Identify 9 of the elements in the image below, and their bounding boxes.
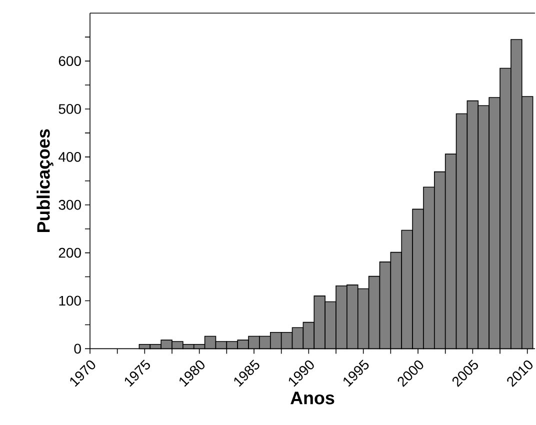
y-tick-label: 600 (58, 56, 81, 66)
y-tick-label: 0 (74, 344, 81, 354)
y-tick-label: 200 (58, 248, 81, 258)
y-tick-label: 100 (59, 296, 81, 306)
y-axis-title: Publicaçoes (36, 129, 54, 232)
x-axis-title: Anos (290, 392, 334, 404)
y-tick-label: 400 (58, 152, 81, 162)
y-tick-label: 500 (58, 104, 81, 114)
y-tick-label: 300 (58, 200, 81, 210)
